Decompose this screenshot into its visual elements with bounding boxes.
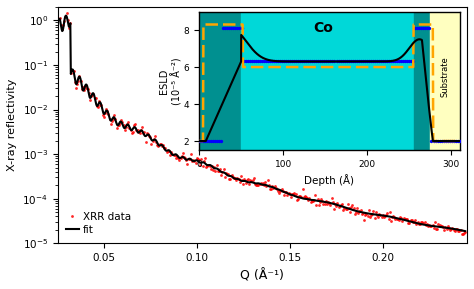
- Y-axis label: X-ray reflectivity: X-ray reflectivity: [7, 79, 17, 171]
- fit: [365, 212, 371, 215]
- X-axis label: Q (Å⁻¹): Q (Å⁻¹): [240, 268, 284, 282]
- Line: XRR data: XRR data: [58, 12, 466, 235]
- Bar: [199, 12, 241, 150]
- XRR data: [245, 178, 251, 181]
- XRR data: [166, 149, 172, 153]
- fit: [82, 84, 88, 88]
- fit: [462, 229, 468, 233]
- Text: Co: Co: [314, 21, 334, 35]
- Bar: [430, 12, 460, 150]
- Legend: XRR data, fit: XRR data, fit: [63, 209, 134, 238]
- XRR data: [274, 188, 280, 191]
- XRR data: [64, 11, 70, 14]
- fit: [293, 195, 299, 198]
- XRR data: [297, 194, 303, 198]
- Bar: [241, 12, 413, 150]
- XRR data: [458, 228, 464, 231]
- XRR data: [460, 232, 466, 236]
- XRR data: [57, 16, 63, 19]
- fit: [407, 220, 412, 223]
- fit: [316, 199, 321, 203]
- Text: Substrate: Substrate: [441, 56, 450, 97]
- XRR data: [462, 230, 468, 233]
- Y-axis label: ESLD
(10⁻⁵ Å⁻²): ESLD (10⁻⁵ Å⁻²): [159, 57, 182, 105]
- XRR data: [446, 227, 452, 230]
- fit: [303, 197, 309, 201]
- Line: fit: fit: [60, 16, 465, 231]
- fit: [57, 17, 63, 21]
- Bar: [413, 12, 430, 150]
- X-axis label: Depth (Å): Depth (Å): [304, 175, 355, 186]
- fit: [63, 14, 69, 17]
